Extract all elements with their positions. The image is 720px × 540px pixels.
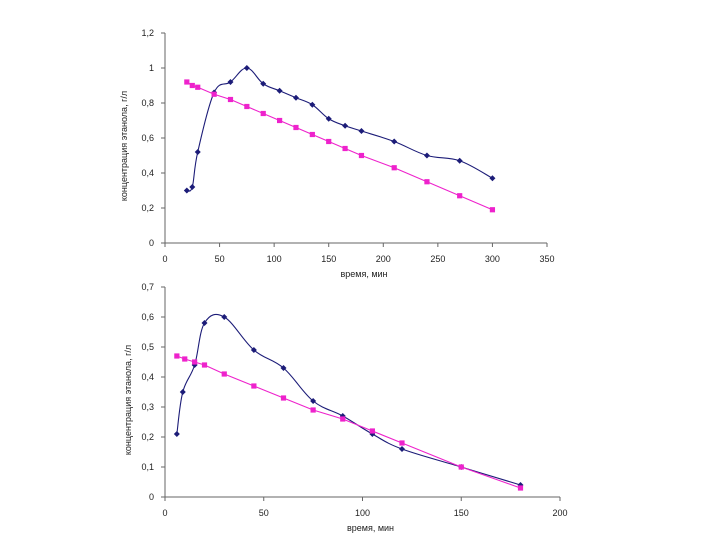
series-line-measured: [176, 313, 521, 486]
y-axis-label: концентрация этанола, г/л: [119, 91, 129, 201]
y-tick-label: 1,2: [141, 28, 154, 38]
data-point-measured: [227, 79, 234, 85]
x-tick-label: 350: [539, 254, 554, 264]
y-tick-label: 0,6: [141, 133, 154, 143]
data-point-model: [342, 145, 348, 152]
x-axis-label: время, мин: [347, 523, 394, 533]
x-tick-label: 300: [485, 254, 500, 264]
x-tick-label: 50: [259, 508, 269, 518]
data-point-model: [184, 79, 190, 85]
data-point-model: [221, 371, 227, 377]
data-point-measured: [280, 365, 287, 371]
data-point-model: [391, 165, 397, 171]
y-tick-label: 0,5: [141, 342, 154, 352]
y-tick-label: 0,3: [141, 402, 154, 412]
x-tick-label: 200: [376, 254, 391, 264]
data-point-model: [244, 103, 250, 110]
data-point-measured: [179, 389, 186, 395]
y-tick-label: 0: [149, 238, 154, 248]
data-point-model: [182, 356, 188, 362]
data-point-measured: [221, 314, 228, 320]
data-point-measured: [399, 446, 405, 452]
y-axis-label: концентрация этанола, г/л: [123, 345, 133, 455]
series-line-measured: [186, 67, 493, 192]
data-point-measured: [250, 347, 257, 353]
data-point-model: [293, 124, 299, 131]
data-point-model: [192, 359, 198, 365]
data-point-measured: [183, 187, 190, 194]
data-point-measured: [423, 152, 430, 159]
data-point-model: [457, 193, 463, 199]
data-point-model: [260, 110, 266, 117]
data-point-measured: [358, 128, 365, 134]
x-axis-label: время, мин: [340, 269, 387, 279]
y-tick-label: 0,4: [141, 372, 154, 382]
data-point-model: [424, 179, 430, 185]
data-point-model: [227, 96, 234, 103]
y-tick-label: 0,2: [141, 203, 154, 213]
data-point-model: [189, 82, 195, 89]
data-point-measured: [391, 138, 398, 145]
x-tick-label: 100: [267, 254, 282, 264]
data-point-model: [369, 428, 375, 434]
chart-bottom: 0 0,1 0,2 0,3 0,4 0,5 0,6 0,7 0 50 100 150 200 время,…: [123, 282, 568, 533]
y-tick-label: 0,2: [141, 432, 154, 442]
data-point-measured: [201, 320, 208, 326]
series-line-model: [176, 355, 521, 489]
y-tick-label: 0,6: [141, 312, 154, 322]
data-point-model: [310, 407, 316, 413]
x-tick-label: 50: [215, 254, 225, 264]
data-point-model: [340, 416, 346, 422]
data-point-measured: [292, 94, 299, 101]
data-point-model: [458, 464, 464, 470]
y-tick-label: 0,7: [141, 282, 154, 292]
x-tick-label: 0: [162, 508, 167, 518]
data-point-measured: [194, 149, 201, 155]
y-tick-label: 0,1: [141, 462, 154, 472]
data-point-model: [174, 353, 180, 359]
data-point-measured: [276, 87, 283, 94]
data-point-model: [277, 117, 283, 124]
y-tick-label: 1: [149, 63, 154, 73]
data-point-measured: [189, 184, 196, 190]
x-tick-label: 250: [430, 254, 445, 264]
y-tick-label: 0,8: [141, 98, 154, 108]
data-point-measured: [173, 431, 180, 437]
x-tick-label: 150: [454, 508, 469, 518]
data-point-measured: [243, 65, 250, 71]
data-point-model: [201, 362, 208, 368]
x-tick-label: 0: [162, 254, 167, 264]
data-point-model: [251, 383, 257, 389]
y-tick-label: 0: [149, 492, 154, 502]
data-point-model: [309, 131, 315, 138]
data-point-measured: [325, 115, 332, 122]
y-tick-label: 0,4: [141, 168, 154, 178]
data-point-measured: [260, 80, 267, 87]
data-point-measured: [309, 101, 316, 108]
data-point-model: [326, 138, 332, 145]
data-point-measured: [342, 122, 349, 129]
data-point-model: [280, 395, 287, 401]
data-point-model: [399, 440, 405, 446]
data-point-model: [358, 152, 365, 159]
data-point-model: [489, 207, 496, 213]
x-tick-label: 200: [552, 508, 567, 518]
data-point-model: [195, 84, 201, 90]
data-point-measured: [456, 157, 463, 164]
chart-top: 0 0,2 0,4 0,6 0,8 1 1,2 0 50 100 150 200 250 300 350 вр…: [119, 28, 555, 279]
data-point-measured: [489, 175, 496, 182]
data-point-measured: [310, 398, 317, 404]
data-point-model: [211, 91, 217, 97]
x-tick-label: 100: [355, 508, 370, 518]
x-tick-label: 150: [321, 254, 336, 264]
data-point-model: [517, 485, 524, 491]
